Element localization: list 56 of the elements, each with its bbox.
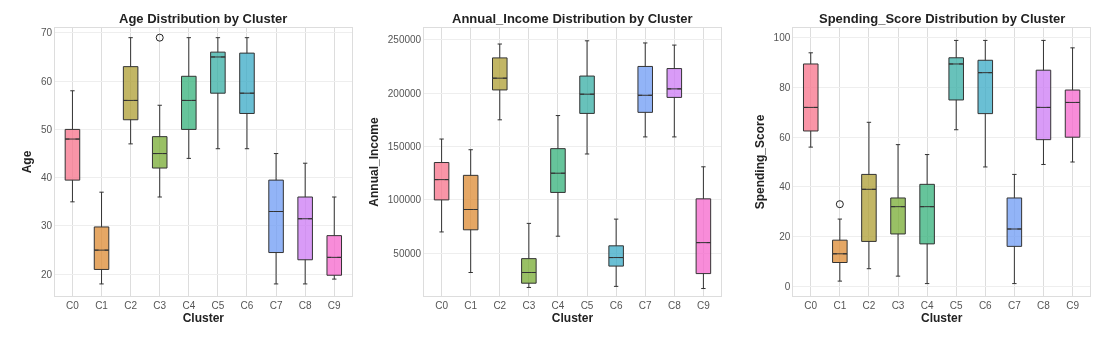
y-tick-label: 250000 <box>387 34 422 46</box>
chart-title: Annual_Income Distribution by Cluster <box>452 11 693 26</box>
x-tick-label: C9 <box>327 300 342 311</box>
y-tick-label: 80 <box>779 82 791 94</box>
x-tick-label: C4 <box>920 300 934 311</box>
y-tick-label: 60 <box>779 131 791 143</box>
x-tick-label: C1 <box>95 300 109 311</box>
x-tick-label: C1 <box>464 300 478 311</box>
x-tick-label: C2 <box>124 300 138 311</box>
x-tick-label: C8 <box>1037 300 1051 311</box>
y-tick-label: 20 <box>40 268 53 280</box>
x-tick-label: C5 <box>211 300 225 311</box>
y-tick-label: 100 <box>773 32 791 44</box>
y-tick-label: 20 <box>779 230 791 242</box>
y-axis-title: Age <box>20 150 35 174</box>
y-tick-label: 200000 <box>387 87 422 99</box>
x-tick-label: C1 <box>833 300 847 311</box>
x-tick-label: C4 <box>182 300 196 311</box>
x-axis-title: Cluster <box>182 311 225 325</box>
x-tick-label: C6 <box>978 300 993 311</box>
y-tick-label: 50 <box>40 123 53 135</box>
x-tick-label: C8 <box>298 300 312 311</box>
x-tick-label: C9 <box>1066 300 1080 311</box>
x-tick-label: C0 <box>435 300 449 311</box>
y-tick-label: 70 <box>40 27 53 39</box>
x-tick-label: C7 <box>1007 300 1022 311</box>
x-tick-label: C2 <box>493 300 507 311</box>
y-tick-label: 60 <box>40 75 53 87</box>
x-tick-label: C3 <box>522 300 536 311</box>
x-tick-label: C2 <box>862 300 876 311</box>
x-tick-label: C7 <box>269 300 283 311</box>
y-axis-title: Spending_Score <box>752 114 767 210</box>
x-tick-label: C5 <box>580 300 594 311</box>
y-tick-label: 150000 <box>387 141 422 153</box>
chart-title: Age Distribution by Cluster <box>119 11 288 26</box>
y-tick-label: 30 <box>40 220 53 232</box>
x-axis-title: Cluster <box>551 311 594 325</box>
x-tick-label: C7 <box>638 300 653 311</box>
chart-title: Spending_Score Distribution by Cluster <box>819 11 1066 26</box>
x-axis-title: Cluster <box>920 311 963 325</box>
y-tick-label: 40 <box>40 172 53 184</box>
y-tick-label: 100000 <box>387 194 422 206</box>
x-tick-label: C6 <box>240 300 254 311</box>
y-tick-label: 0 <box>784 280 791 292</box>
x-tick-label: C8 <box>667 300 682 311</box>
y-tick-label: 40 <box>779 181 791 193</box>
x-tick-label: C6 <box>609 300 623 311</box>
x-tick-label: C0 <box>804 300 818 311</box>
y-tick-label: 50000 <box>393 247 422 259</box>
x-tick-label: C4 <box>551 300 565 311</box>
x-tick-label: C0 <box>66 300 80 311</box>
x-tick-label: C3 <box>153 300 167 311</box>
y-axis-title: Annual_Income <box>367 117 382 207</box>
x-tick-label: C5 <box>949 300 964 311</box>
x-tick-label: C9 <box>697 300 711 311</box>
x-tick-label: C3 <box>891 300 905 311</box>
